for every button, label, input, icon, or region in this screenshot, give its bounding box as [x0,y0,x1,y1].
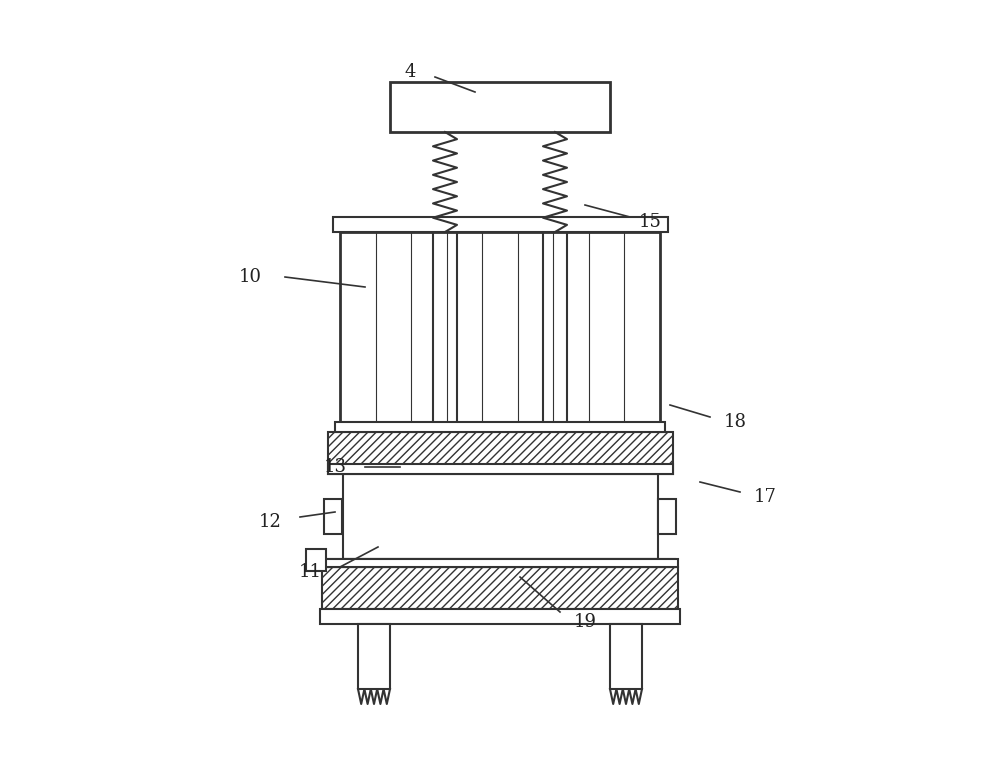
Text: 13: 13 [324,458,347,476]
Bar [658,499,676,534]
Text: 11: 11 [298,563,322,581]
Bar [328,432,672,474]
Text: 17: 17 [754,488,776,506]
Bar [390,82,610,132]
Bar [610,624,642,689]
Bar [335,422,665,432]
Text: 10: 10 [239,268,262,286]
Bar [342,474,658,559]
Bar [320,609,680,624]
Text: 19: 19 [574,613,596,631]
Text: 18: 18 [724,413,746,431]
Bar [322,567,678,609]
Text: 12: 12 [259,513,281,531]
Text: 4: 4 [404,63,416,81]
Bar [328,464,672,474]
Text: 15: 15 [639,213,661,231]
Bar [325,559,675,567]
Bar [306,549,326,571]
Bar [322,559,678,567]
Bar [324,499,342,534]
Bar [358,624,390,689]
Bar [332,217,668,232]
Bar [340,232,660,432]
